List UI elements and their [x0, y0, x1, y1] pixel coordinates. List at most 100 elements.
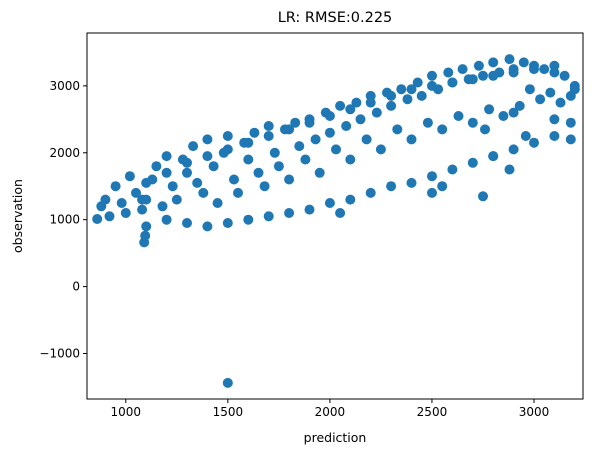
data-point [545, 87, 556, 98]
y-axis-ticks: −1000 0 1000 2000 3000 [39, 79, 87, 361]
data-point [208, 161, 219, 172]
data-point [569, 84, 580, 95]
x-axis-label: prediction [304, 430, 367, 445]
data-point [263, 121, 274, 131]
data-point [304, 204, 315, 215]
data-point [427, 187, 437, 198]
data-point [100, 194, 111, 205]
data-point [386, 100, 397, 111]
data-point [141, 177, 152, 188]
data-point [467, 74, 478, 85]
data-point [447, 164, 458, 175]
data-point [361, 134, 372, 145]
data-point [198, 187, 209, 198]
data-point [555, 97, 566, 108]
data-point [161, 167, 172, 178]
data-point [222, 144, 233, 155]
data-point [300, 154, 311, 165]
data-point [341, 121, 352, 131]
data-point [269, 147, 280, 158]
data-point [467, 157, 478, 168]
data-point [437, 124, 448, 135]
data-point [524, 84, 535, 95]
y-tick-label: −1000 [39, 347, 80, 361]
data-point [253, 167, 264, 178]
data-point [331, 144, 341, 155]
chart-title: LR: RMSE:0.225 [278, 10, 393, 26]
data-point [453, 111, 464, 121]
data-point [396, 84, 407, 95]
data-point [406, 134, 417, 145]
data-point [324, 127, 335, 138]
data-point [161, 151, 172, 162]
data-point [514, 100, 525, 111]
data-point [171, 194, 182, 205]
data-point [167, 181, 178, 192]
data-point [273, 161, 284, 172]
data-point [137, 194, 148, 205]
data-points [92, 54, 580, 388]
data-point [535, 94, 546, 105]
data-point [92, 214, 103, 224]
data-point [157, 201, 168, 212]
data-point [192, 177, 203, 188]
data-point [371, 107, 382, 118]
data-point [222, 377, 233, 388]
data-point [467, 117, 478, 128]
data-point [141, 221, 152, 232]
data-point [222, 131, 233, 141]
data-point [447, 77, 458, 88]
data-point [375, 144, 386, 155]
data-point [406, 177, 417, 188]
data-point [335, 208, 346, 218]
data-point [488, 70, 499, 81]
data-point [559, 70, 570, 81]
data-point [565, 117, 576, 128]
data-point [124, 171, 135, 182]
data-point [518, 57, 529, 68]
data-point [116, 198, 127, 208]
data-point [355, 114, 366, 125]
data-point [324, 111, 335, 121]
data-point [290, 117, 301, 128]
data-point [202, 134, 213, 145]
y-tick-label: 1000 [49, 213, 80, 227]
data-point [137, 204, 148, 215]
data-point [478, 191, 488, 202]
data-point [457, 64, 468, 75]
data-point [335, 100, 346, 111]
data-point [104, 211, 115, 222]
data-point [365, 97, 376, 108]
data-point [392, 124, 403, 135]
data-point [140, 230, 151, 241]
data-point [259, 181, 270, 192]
data-point [188, 141, 199, 152]
data-point [416, 90, 427, 101]
data-point [243, 214, 254, 225]
data-point [386, 181, 397, 192]
data-point [504, 54, 515, 65]
data-point [345, 154, 356, 165]
data-point [182, 218, 192, 228]
data-point [284, 174, 295, 185]
data-point [263, 211, 274, 222]
data-point [488, 57, 499, 68]
data-point [427, 80, 437, 91]
data-point [412, 77, 423, 88]
data-point [202, 151, 213, 162]
y-tick-label: 2000 [49, 146, 80, 160]
data-point [565, 134, 576, 145]
data-point [263, 131, 274, 141]
data-point [549, 131, 560, 141]
data-point [365, 187, 376, 198]
data-point [508, 107, 519, 118]
data-point [443, 67, 454, 78]
data-point [529, 64, 539, 75]
y-tick-label: 3000 [49, 79, 80, 93]
data-point [222, 218, 233, 228]
data-point [351, 97, 362, 108]
data-point [212, 198, 223, 208]
x-tick-label: 1500 [213, 405, 244, 419]
y-tick-label: 0 [72, 280, 80, 294]
